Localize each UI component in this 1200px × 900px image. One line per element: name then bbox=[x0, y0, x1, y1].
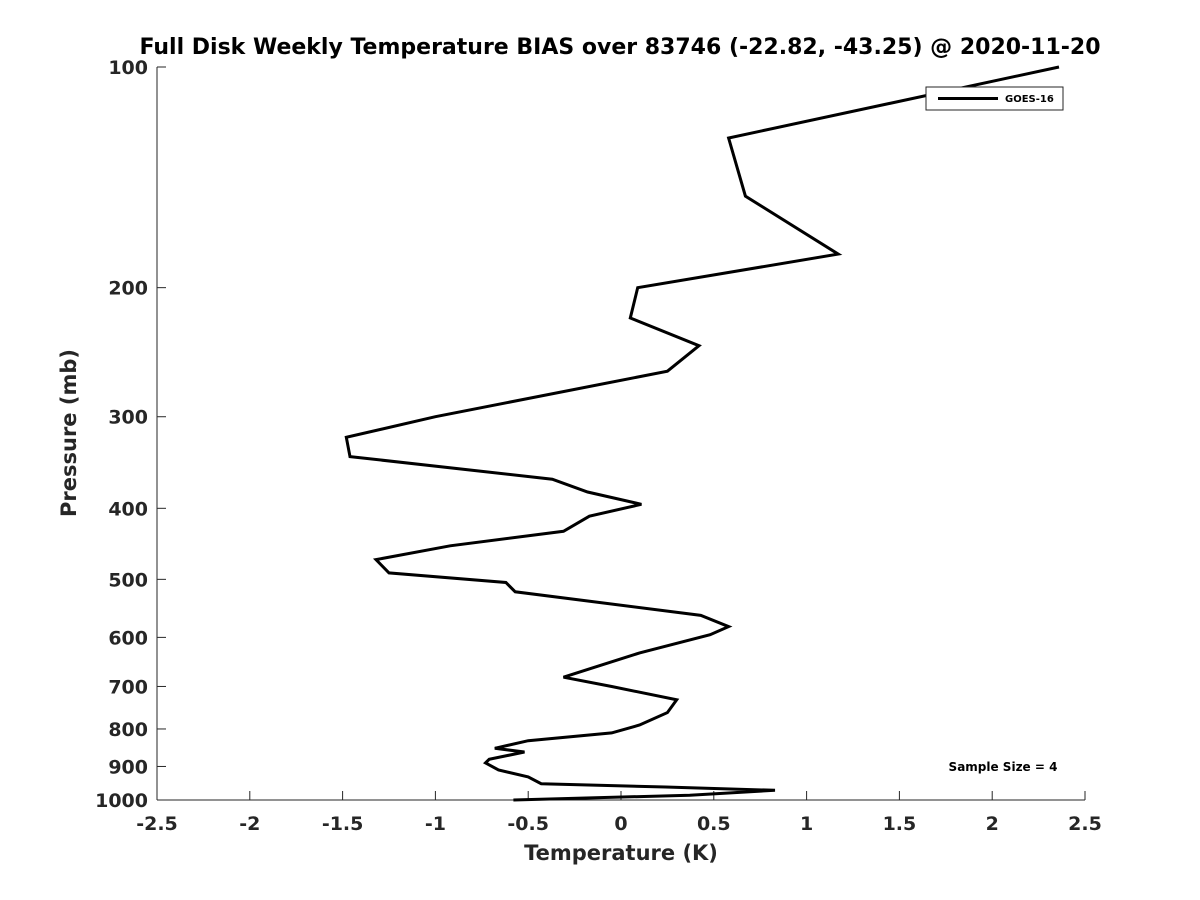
y-tick-label: 400 bbox=[108, 498, 148, 520]
series-line-goes-16 bbox=[344, 65, 1060, 802]
x-tick-label: 0.5 bbox=[697, 813, 731, 835]
x-ticks: -2.5 -2 -1.5 -1 -0.5 0 0.5 1 1.5 2 2.5 bbox=[136, 791, 1102, 835]
x-tick-label: -2 bbox=[239, 813, 260, 835]
y-tick-label: 200 bbox=[108, 278, 148, 300]
x-tick-label: -2.5 bbox=[136, 813, 178, 835]
x-tick-label: 0 bbox=[614, 813, 627, 835]
x-tick-label: -1.5 bbox=[322, 813, 364, 835]
sample-size-annotation: Sample Size = 4 bbox=[949, 760, 1058, 774]
x-tick-label: 1.5 bbox=[883, 813, 917, 835]
series-layer bbox=[344, 65, 1060, 802]
x-tick-label: -0.5 bbox=[507, 813, 549, 835]
y-tick-label: 600 bbox=[108, 627, 148, 649]
y-tick-label: 300 bbox=[108, 407, 148, 429]
y-tick-label: 700 bbox=[108, 676, 148, 698]
x-tick-label: 2 bbox=[986, 813, 999, 835]
legend: GOES-16 bbox=[925, 86, 1064, 111]
x-tick-label: -1 bbox=[425, 813, 446, 835]
x-tick-label: 2.5 bbox=[1068, 813, 1102, 835]
chart-title: Full Disk Weekly Temperature BIAS over 8… bbox=[139, 35, 1100, 60]
x-axis-label: Temperature (K) bbox=[524, 841, 718, 865]
y-tick-label: 100 bbox=[108, 57, 148, 79]
y-tick-label: 1000 bbox=[95, 790, 148, 812]
y-tick-label: 900 bbox=[108, 756, 148, 778]
legend-label-goes-16: GOES-16 bbox=[1005, 94, 1054, 105]
y-ticks: 100 200 300 400 500 600 700 800 900 1000 bbox=[95, 57, 166, 812]
y-axis-label: Pressure (mb) bbox=[57, 349, 81, 517]
y-tick-label: 500 bbox=[108, 569, 148, 591]
y-tick-label: 800 bbox=[108, 719, 148, 741]
x-tick-label: 1 bbox=[800, 813, 813, 835]
